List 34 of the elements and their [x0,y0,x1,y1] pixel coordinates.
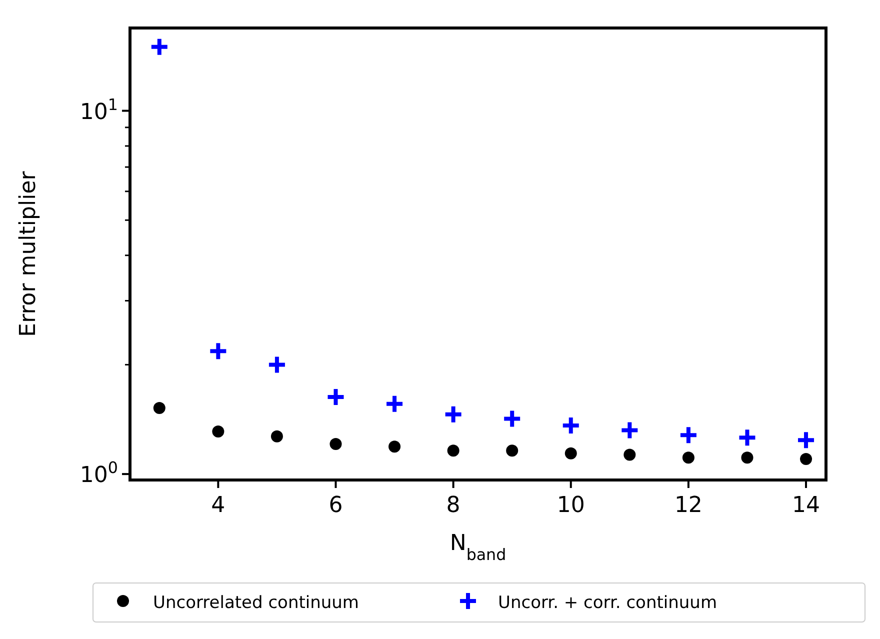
point [266,354,287,375]
point [212,425,224,438]
point [447,444,460,457]
point [506,444,518,457]
point [796,430,816,450]
point [800,453,812,466]
point [270,430,283,442]
point [443,404,464,424]
point [737,428,758,448]
point [388,440,401,453]
x-axis-title: N$_{band}$ [450,531,506,564]
x-tick-label: 4 [211,493,226,518]
point [502,408,522,429]
point [678,425,698,446]
point [620,420,640,440]
point [682,452,694,464]
x-tick-label: 8 [446,493,460,518]
point [564,447,577,460]
point [153,402,166,414]
y-tick-label: 10$^{1}$ [80,94,118,125]
x-tick-label: 6 [328,493,343,518]
x-tick-label: 12 [674,493,702,518]
point [330,438,342,450]
y-tick-label: 10$^{0}$ [80,458,118,488]
legend-label: Uncorrelated continuum [153,593,359,613]
point [741,452,754,464]
point [624,448,636,461]
legend-label: Uncorr. + corr. continuum [498,593,718,613]
point [384,394,405,414]
x-tick-label: 14 [792,493,820,518]
x-tick-label: 10 [556,493,585,518]
point [149,36,170,57]
point [208,341,228,362]
y-axis-title: Error multiplier [16,170,41,337]
